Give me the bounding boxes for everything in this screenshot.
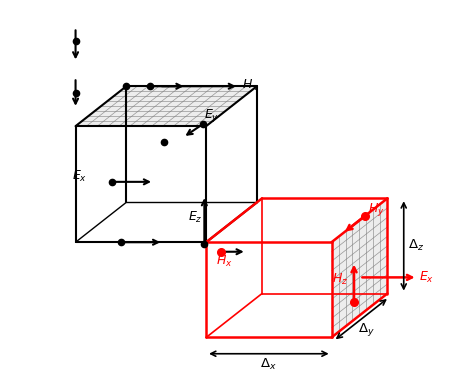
Text: $\Delta_y$: $\Delta_y$ (358, 321, 375, 338)
Text: $E_y$: $E_y$ (204, 107, 219, 124)
Text: $\Delta_z$: $\Delta_z$ (408, 238, 424, 254)
Text: $E_z$: $E_z$ (188, 210, 203, 225)
Text: $H_x$: $H_x$ (216, 254, 232, 269)
Text: $E_x$: $E_x$ (419, 270, 435, 285)
Text: $H_y$: $H_y$ (368, 200, 384, 218)
Text: $H_x$: $H_x$ (242, 78, 259, 93)
Text: $\Delta_x$: $\Delta_x$ (261, 356, 277, 372)
Polygon shape (331, 198, 387, 337)
Polygon shape (75, 86, 257, 126)
Text: $E_x$: $E_x$ (72, 169, 87, 184)
Text: $H_z$: $H_z$ (332, 272, 348, 287)
